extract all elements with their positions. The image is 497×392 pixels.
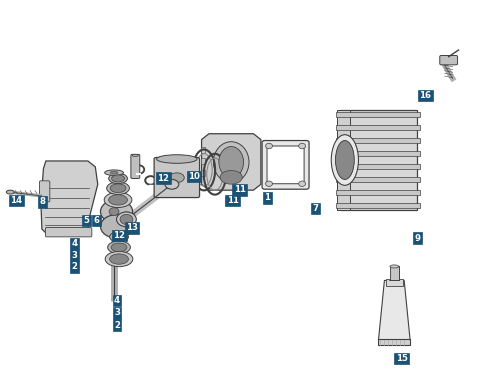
FancyBboxPatch shape (201, 147, 204, 153)
Ellipse shape (104, 192, 132, 207)
FancyBboxPatch shape (131, 154, 140, 178)
Text: 12: 12 (158, 174, 169, 183)
Ellipse shape (213, 142, 249, 183)
Ellipse shape (335, 141, 354, 180)
Circle shape (120, 214, 133, 224)
Ellipse shape (113, 233, 125, 240)
Ellipse shape (390, 265, 399, 268)
Circle shape (265, 143, 272, 149)
FancyBboxPatch shape (336, 190, 420, 195)
FancyBboxPatch shape (386, 279, 403, 285)
Ellipse shape (109, 195, 127, 205)
FancyBboxPatch shape (390, 267, 399, 280)
Text: 12: 12 (113, 231, 126, 240)
FancyBboxPatch shape (336, 164, 420, 169)
Text: 3: 3 (114, 308, 120, 317)
Circle shape (299, 143, 306, 149)
FancyBboxPatch shape (336, 151, 420, 156)
Text: 2: 2 (72, 262, 78, 271)
FancyBboxPatch shape (336, 177, 420, 182)
Text: 6: 6 (94, 216, 100, 225)
Ellipse shape (220, 171, 243, 184)
Ellipse shape (110, 232, 128, 242)
Ellipse shape (110, 184, 126, 192)
Circle shape (109, 208, 119, 216)
Polygon shape (41, 161, 98, 233)
FancyBboxPatch shape (336, 112, 420, 117)
FancyBboxPatch shape (267, 146, 304, 184)
Text: 2: 2 (114, 321, 120, 330)
Ellipse shape (169, 173, 184, 183)
Text: 5: 5 (83, 216, 89, 225)
Ellipse shape (112, 175, 124, 182)
FancyBboxPatch shape (379, 339, 410, 345)
Text: 10: 10 (188, 172, 200, 181)
Text: 13: 13 (126, 223, 138, 232)
FancyBboxPatch shape (336, 203, 420, 208)
FancyBboxPatch shape (45, 227, 92, 237)
Polygon shape (202, 134, 261, 190)
Text: 4: 4 (114, 296, 120, 305)
Ellipse shape (165, 180, 179, 189)
FancyBboxPatch shape (201, 169, 204, 176)
FancyBboxPatch shape (336, 125, 420, 130)
Ellipse shape (107, 182, 129, 194)
Text: 1: 1 (264, 193, 270, 202)
Ellipse shape (219, 147, 244, 178)
FancyBboxPatch shape (440, 56, 458, 65)
Text: 7: 7 (313, 204, 319, 213)
Ellipse shape (111, 243, 127, 252)
Ellipse shape (116, 212, 136, 227)
Text: 11: 11 (227, 196, 239, 205)
Text: 14: 14 (10, 196, 22, 205)
Ellipse shape (157, 155, 197, 163)
FancyBboxPatch shape (201, 158, 204, 164)
Text: 3: 3 (72, 250, 78, 260)
Polygon shape (379, 280, 410, 340)
Ellipse shape (132, 154, 138, 156)
Text: 16: 16 (419, 91, 431, 100)
FancyBboxPatch shape (262, 141, 309, 189)
Ellipse shape (105, 251, 133, 267)
Ellipse shape (331, 135, 358, 185)
Ellipse shape (109, 173, 127, 184)
FancyBboxPatch shape (39, 181, 50, 202)
Ellipse shape (110, 254, 128, 264)
Text: 15: 15 (396, 354, 408, 363)
Ellipse shape (108, 241, 130, 254)
Ellipse shape (110, 171, 118, 174)
Ellipse shape (100, 215, 133, 238)
Circle shape (265, 181, 272, 187)
FancyBboxPatch shape (340, 111, 416, 210)
Text: 4: 4 (72, 239, 78, 248)
FancyBboxPatch shape (336, 138, 420, 143)
Ellipse shape (100, 200, 133, 223)
Circle shape (299, 181, 306, 187)
Text: 9: 9 (414, 234, 420, 243)
Ellipse shape (105, 170, 123, 175)
Ellipse shape (6, 190, 14, 194)
Text: 11: 11 (234, 185, 246, 194)
FancyBboxPatch shape (154, 158, 200, 198)
FancyBboxPatch shape (337, 111, 350, 210)
Text: 8: 8 (39, 197, 45, 206)
